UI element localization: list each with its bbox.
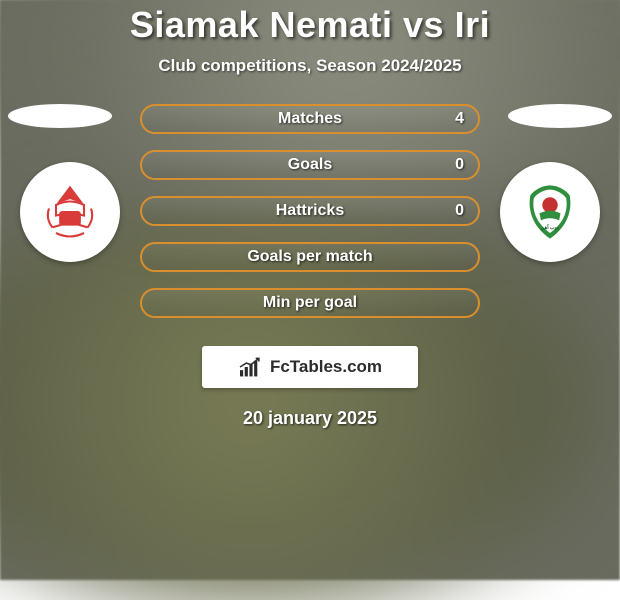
- content-root: Siamak Nemati vs Iri Club competitions, …: [0, 0, 620, 580]
- stat-label: Matches: [278, 110, 342, 128]
- stat-row-hattricks: Hattricks 0: [140, 196, 480, 226]
- brand-text: FcTables.com: [270, 357, 382, 377]
- stat-row-matches: Matches 4: [140, 104, 480, 134]
- season-subtitle: Club competitions, Season 2024/2025: [158, 56, 461, 76]
- right-team-oval: [508, 104, 612, 128]
- left-team-oval: [8, 104, 112, 128]
- stat-label: Goals: [288, 156, 332, 174]
- stat-right-value: 4: [455, 110, 464, 128]
- stat-row-min-per-goal: Min per goal: [140, 288, 480, 318]
- right-crest-icon: ذوب آهن: [515, 177, 585, 247]
- left-team-badge: [20, 162, 120, 262]
- stat-label: Hattricks: [276, 202, 344, 220]
- stat-label: Min per goal: [263, 294, 357, 312]
- right-team-badge: ذوب آهن: [500, 162, 600, 262]
- stat-right-value: 0: [455, 202, 464, 220]
- stat-label: Goals per match: [247, 248, 372, 266]
- stats-area: ذوب آهن Matches 4 Goals 0 Hattricks 0 Go…: [0, 104, 620, 334]
- stat-right-value: 0: [455, 156, 464, 174]
- stat-row-goals: Goals 0: [140, 150, 480, 180]
- snapshot-date: 20 january 2025: [243, 408, 377, 429]
- brand-badge: FcTables.com: [202, 346, 418, 388]
- comparison-title: Siamak Nemati vs Iri: [130, 4, 490, 46]
- left-crest-icon: [35, 177, 105, 247]
- brand-chart-icon: [238, 356, 264, 378]
- stat-row-goals-per-match: Goals per match: [140, 242, 480, 272]
